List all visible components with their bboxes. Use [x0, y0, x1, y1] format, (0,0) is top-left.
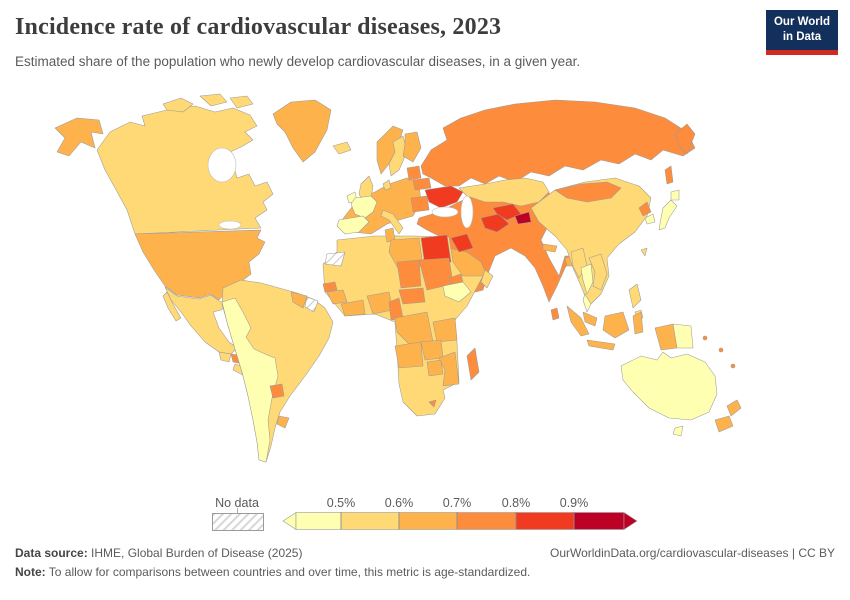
country-angola[interactable]	[394, 341, 424, 369]
country-china-region[interactable]	[530, 177, 652, 307]
pacific-island-1[interactable]	[702, 335, 708, 341]
legend-bin-4[interactable]	[515, 512, 575, 530]
country-australia-tasmania[interactable]	[672, 425, 684, 437]
country-new-zealand[interactable]	[714, 399, 742, 433]
legend-bin-5[interactable]	[573, 512, 625, 530]
black-sea	[431, 206, 459, 218]
country-french-guiana[interactable]	[304, 296, 319, 313]
page-title: Incidence rate of cardiovascular disease…	[15, 14, 502, 40]
country-sri-lanka[interactable]	[550, 307, 560, 321]
region-southern-south-america[interactable]	[221, 297, 279, 463]
country-finland[interactable]	[402, 131, 422, 163]
country-kazakhstan[interactable]	[458, 177, 550, 207]
legend-bin-0-arrow[interactable]	[282, 511, 297, 531]
country-western-sahara[interactable]	[324, 251, 346, 267]
note-label: Note:	[15, 565, 46, 579]
country-malaysia-indonesia[interactable]	[566, 305, 678, 351]
country-senegal[interactable]	[322, 281, 338, 293]
chart-subtitle: Estimated share of the population who ne…	[15, 54, 581, 69]
great-lakes	[218, 220, 242, 230]
country-japan[interactable]	[658, 189, 680, 231]
country-russia-kamchatka[interactable]	[664, 123, 696, 185]
country-iraq[interactable]	[450, 233, 474, 253]
legend-colorbar	[282, 509, 638, 531]
country-sweden[interactable]	[388, 135, 408, 177]
country-mexico-baja[interactable]	[162, 291, 182, 322]
country-mexico[interactable]	[164, 286, 238, 355]
country-nepal[interactable]	[542, 243, 558, 253]
country-russia[interactable]	[420, 99, 696, 187]
country-belarus[interactable]	[412, 177, 432, 191]
footer-source-row: Data source: IHME, Global Burden of Dise…	[15, 546, 835, 560]
country-indochina[interactable]	[588, 253, 608, 291]
country-romania-bulgaria[interactable]	[410, 195, 430, 213]
country-greenland[interactable]	[272, 99, 332, 163]
legend-bin-3[interactable]	[456, 512, 517, 530]
country-ghana-ivory-coast[interactable]	[340, 299, 366, 317]
country-france[interactable]	[350, 195, 378, 219]
country-ethiopia[interactable]	[442, 281, 472, 303]
legend-tick-0: 0.5%	[326, 496, 356, 510]
country-north-korea[interactable]	[638, 201, 652, 217]
country-taiwan[interactable]	[640, 247, 648, 257]
data-source-value: IHME, Global Burden of Disease (2025)	[87, 546, 303, 560]
country-australia[interactable]	[620, 351, 718, 421]
country-mozambique[interactable]	[438, 351, 460, 387]
owid-logo-line1: Our World	[773, 16, 830, 28]
country-uruguay[interactable]	[276, 415, 290, 429]
owid-logo[interactable]: Our World in Data	[765, 10, 838, 55]
country-guyana-suriname[interactable]	[290, 291, 308, 309]
pacific-island-3[interactable]	[730, 363, 736, 369]
legend-no-data-label: No data	[215, 496, 259, 510]
legend-tick-1: 0.6%	[384, 496, 414, 510]
data-source-label: Data source:	[15, 546, 88, 560]
legend-no-data-tick	[237, 508, 238, 513]
legend-bin-0[interactable]	[295, 512, 342, 530]
pacific-island-2[interactable]	[718, 347, 724, 353]
note-value: To allow for comparisons between countri…	[45, 565, 531, 579]
country-papua-new-guinea[interactable]	[672, 323, 694, 349]
country-spain-portugal[interactable]	[336, 215, 370, 235]
data-source-line: Data source: IHME, Global Burden of Dise…	[15, 546, 302, 560]
legend-bin-2[interactable]	[398, 512, 458, 530]
legend-tick-3: 0.8%	[501, 496, 531, 510]
country-zambia[interactable]	[420, 339, 444, 361]
country-south-korea[interactable]	[644, 213, 656, 225]
country-turkmenistan[interactable]	[480, 213, 510, 233]
country-tanzania[interactable]	[432, 317, 458, 343]
country-baltic-states[interactable]	[406, 165, 422, 181]
country-mongolia[interactable]	[554, 181, 622, 203]
country-tajikistan[interactable]	[514, 211, 532, 225]
country-denmark[interactable]	[382, 179, 392, 191]
country-guatemala[interactable]	[218, 351, 232, 363]
country-chad[interactable]	[396, 259, 422, 289]
owid-logo-line2: in Data	[782, 30, 822, 43]
country-zimbabwe[interactable]	[426, 359, 444, 377]
country-canada-arctic-islands[interactable]	[162, 93, 254, 113]
country-canada[interactable]	[96, 105, 274, 235]
country-uzbekistan[interactable]	[492, 203, 522, 221]
legend-bin-1[interactable]	[340, 512, 400, 530]
country-usa-alaska[interactable]	[54, 117, 104, 157]
country-guinea[interactable]	[326, 289, 348, 305]
country-thailand[interactable]	[580, 263, 594, 313]
country-central-african-republic[interactable]	[398, 287, 426, 305]
footer-note-row: Note: To allow for comparisons between c…	[15, 565, 835, 579]
legend-tick-2: 0.7%	[442, 496, 472, 510]
country-madagascar[interactable]	[466, 347, 480, 381]
country-oman[interactable]	[480, 269, 494, 289]
legend-tick-4: 0.9%	[559, 496, 589, 510]
owid-credit-link[interactable]: OurWorldinData.org/cardiovascular-diseas…	[549, 546, 835, 560]
hudson-bay	[207, 147, 237, 183]
country-lesotho[interactable]	[428, 399, 437, 408]
country-paraguay[interactable]	[269, 383, 285, 399]
legend-no-data-swatch[interactable]	[212, 513, 264, 531]
caspian-sea	[460, 195, 474, 229]
world-map	[15, 90, 835, 490]
country-iceland[interactable]	[332, 141, 352, 155]
legend-bin-5-arrow[interactable]	[623, 511, 638, 531]
